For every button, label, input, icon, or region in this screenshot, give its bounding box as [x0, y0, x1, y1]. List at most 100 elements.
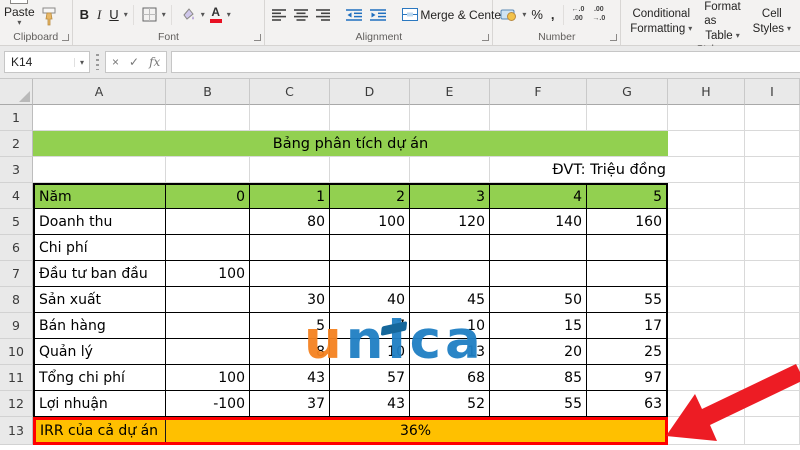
cell-E6[interactable]: [410, 235, 490, 261]
cell-B3[interactable]: [166, 157, 250, 183]
comma-style-button[interactable]: ,: [550, 7, 555, 22]
row-header-13[interactable]: 13: [0, 417, 33, 445]
cell-H11[interactable]: [668, 365, 745, 391]
cell-E11[interactable]: 68: [410, 365, 490, 391]
cell-E1[interactable]: [410, 105, 490, 131]
row-header-9[interactable]: 9: [0, 313, 33, 339]
font-color-button[interactable]: A: [207, 4, 225, 25]
col-header-C[interactable]: C: [250, 79, 330, 105]
col-header-A[interactable]: A: [33, 79, 166, 105]
row-header-10[interactable]: 10: [0, 339, 33, 365]
cell-F4[interactable]: 4: [490, 183, 587, 209]
cell-H12[interactable]: [668, 391, 745, 417]
cell-A12[interactable]: Lợi nhuận: [33, 391, 166, 417]
cell-E12[interactable]: 52: [410, 391, 490, 417]
cell-styles-button[interactable]: Cell Styles ▾: [752, 8, 791, 35]
cell-C9[interactable]: 5: [250, 313, 330, 339]
cell-B4[interactable]: 0: [166, 183, 250, 209]
cell-D1[interactable]: [330, 105, 410, 131]
cell-I12[interactable]: [745, 391, 800, 417]
fill-color-button[interactable]: [177, 5, 199, 24]
cell-F11[interactable]: 85: [490, 365, 587, 391]
cell-I2[interactable]: [745, 131, 800, 157]
cell-B9[interactable]: [166, 313, 250, 339]
borders-button[interactable]: [139, 5, 160, 24]
cell-A9[interactable]: Bán hàng: [33, 313, 166, 339]
cell-G8[interactable]: 55: [587, 287, 668, 313]
cell-F7[interactable]: [490, 261, 587, 287]
cell-G1[interactable]: [587, 105, 668, 131]
row-header-11[interactable]: 11: [0, 365, 33, 391]
cell-I4[interactable]: [745, 183, 800, 209]
row-header-2[interactable]: 2: [0, 131, 33, 157]
cell-I3[interactable]: [745, 157, 800, 183]
cell-C8[interactable]: 30: [250, 287, 330, 313]
cell-G12[interactable]: 63: [587, 391, 668, 417]
select-all-corner[interactable]: [0, 79, 33, 105]
cell-E3[interactable]: [410, 157, 490, 183]
percent-style-button[interactable]: %: [531, 7, 543, 22]
cell-B6[interactable]: [166, 235, 250, 261]
cell-H4[interactable]: [668, 183, 745, 209]
cell-B13-irr-value[interactable]: 36%: [399, 423, 432, 439]
col-header-H[interactable]: H: [668, 79, 745, 105]
cell-G10[interactable]: 25: [587, 339, 668, 365]
cell-E5[interactable]: 120: [410, 209, 490, 235]
cell-B5[interactable]: [166, 209, 250, 235]
cell-F6[interactable]: [490, 235, 587, 261]
row-header-12[interactable]: 12: [0, 391, 33, 417]
underline-button[interactable]: U: [109, 7, 119, 22]
cell-A1[interactable]: [33, 105, 166, 131]
cell-H5[interactable]: [668, 209, 745, 235]
cell-C10[interactable]: 8: [250, 339, 330, 365]
name-box[interactable]: K14 ▾: [4, 51, 90, 73]
cell-A7[interactable]: Đầu tư ban đầu: [33, 261, 166, 287]
table-title-cell[interactable]: Bảng phân tích dự án: [33, 131, 668, 157]
cell-A11[interactable]: Tổng chi phí: [33, 365, 166, 391]
cell-E4[interactable]: 3: [410, 183, 490, 209]
cell-G7[interactable]: [587, 261, 668, 287]
cell-C11[interactable]: 43: [250, 365, 330, 391]
cell-F9[interactable]: 15: [490, 313, 587, 339]
cell-H6[interactable]: [668, 235, 745, 261]
cell-I10[interactable]: [745, 339, 800, 365]
col-header-D[interactable]: D: [330, 79, 410, 105]
cell-F1[interactable]: [490, 105, 587, 131]
cell-D10[interactable]: 10: [330, 339, 410, 365]
cell-H2[interactable]: [668, 131, 745, 157]
increase-decimal-button[interactable]: ←.0 .00: [571, 6, 585, 22]
cell-I11[interactable]: [745, 365, 800, 391]
cell-F12[interactable]: 55: [490, 391, 587, 417]
cell-I13[interactable]: [745, 417, 800, 445]
align-left-button[interactable]: [269, 7, 289, 23]
cell-H8[interactable]: [668, 287, 745, 313]
cell-C12[interactable]: 37: [250, 391, 330, 417]
col-header-G[interactable]: G: [587, 79, 668, 105]
cell-A10[interactable]: Quản lý: [33, 339, 166, 365]
cell-D6[interactable]: [330, 235, 410, 261]
cell-C4[interactable]: 1: [250, 183, 330, 209]
accounting-format-button[interactable]: [497, 6, 520, 23]
cell-I7[interactable]: [745, 261, 800, 287]
cell-E8[interactable]: 45: [410, 287, 490, 313]
align-center-button[interactable]: [291, 7, 311, 23]
cell-G6[interactable]: [587, 235, 668, 261]
cell-E9[interactable]: 10: [410, 313, 490, 339]
cell-G4[interactable]: 5: [587, 183, 668, 209]
row-header-4[interactable]: 4: [0, 183, 33, 209]
cell-F5[interactable]: 140: [490, 209, 587, 235]
enter-icon[interactable]: ✓: [129, 55, 140, 69]
cell-B8[interactable]: [166, 287, 250, 313]
cell-C5[interactable]: 80: [250, 209, 330, 235]
decrease-indent-button[interactable]: [343, 7, 365, 23]
format-painter-button[interactable]: [37, 1, 61, 29]
unit-note-cell[interactable]: ĐVT: Triệu đồng: [490, 157, 668, 183]
col-header-F[interactable]: F: [490, 79, 587, 105]
paste-button[interactable]: Paste ▾: [4, 0, 35, 27]
number-dialog-launcher[interactable]: [610, 34, 618, 41]
cell-D7[interactable]: [330, 261, 410, 287]
underline-caret-icon[interactable]: ▾: [123, 9, 128, 19]
conditional-formatting-button[interactable]: Conditional Formatting ▾: [630, 8, 693, 35]
cell-D5[interactable]: 100: [330, 209, 410, 235]
cell-G5[interactable]: 160: [587, 209, 668, 235]
